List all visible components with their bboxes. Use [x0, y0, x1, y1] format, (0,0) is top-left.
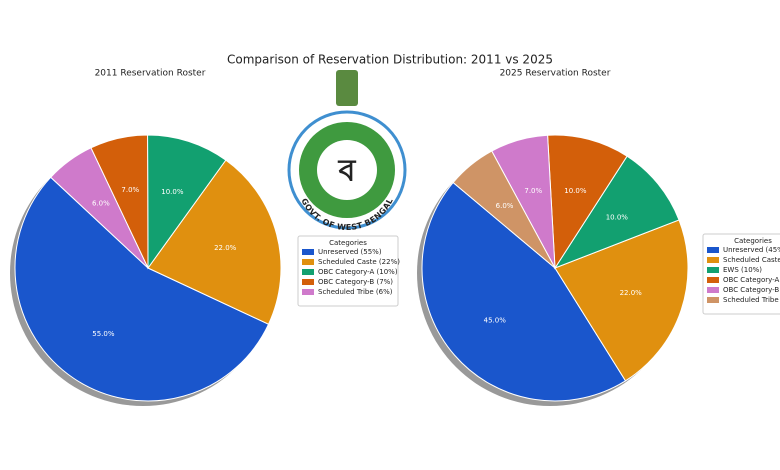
legend-label: Scheduled Tribe ( [723, 296, 780, 304]
legend-swatch [302, 269, 314, 275]
chart-title: Comparison of Reservation Distribution: … [227, 53, 553, 67]
legend-label: Scheduled Caste (22%) [318, 258, 400, 266]
pie-slice [553, 155, 680, 270]
slice-label: 22.0% [214, 244, 237, 252]
legend-label: OBC Category-A [723, 276, 780, 284]
emblem-pillar [336, 70, 358, 106]
emblem-mark: ব [338, 154, 357, 189]
pie-slice [50, 147, 149, 269]
slice-label: 7.0% [524, 187, 542, 195]
legend-swatch [302, 289, 314, 295]
legend-label: OBC Category-B [723, 286, 779, 294]
pie-slice [421, 181, 627, 402]
legend-label: Unreserved (45%) [723, 246, 780, 254]
legend-box [702, 233, 780, 315]
legend-swatch [302, 249, 314, 255]
slice-label: 10.0% [161, 188, 184, 196]
pie-slice [554, 219, 689, 382]
legend-swatch [302, 279, 314, 285]
pie-title: 2025 Reservation Roster [500, 69, 611, 79]
slice-label: 6.0% [496, 202, 514, 210]
legend-label: Unreserved (55%) [318, 248, 382, 256]
pie-slice [147, 159, 282, 325]
legend-title: Categories [329, 239, 367, 247]
legend-box [297, 235, 399, 307]
legend-title: Categories [734, 237, 772, 245]
legend-swatch [707, 247, 719, 253]
pie-slice [452, 150, 556, 269]
pie-slice [547, 134, 628, 270]
pie-slice [14, 176, 270, 402]
legend-label: OBC Category-B (7%) [318, 278, 393, 286]
legend-swatch [302, 259, 314, 265]
pie-slice [147, 134, 227, 270]
legend-label: EWS (10%) [723, 266, 762, 274]
slice-label: 22.0% [620, 289, 643, 297]
legend-swatch [707, 287, 719, 293]
legend-swatch [707, 267, 719, 273]
legend-label: OBC Category-A (10%) [318, 268, 398, 276]
slice-label: 10.0% [606, 214, 629, 222]
legend-swatch [707, 257, 719, 263]
legend-swatch [707, 297, 719, 303]
legend-label: Scheduled Caste [723, 256, 780, 264]
slice-label: 7.0% [121, 186, 139, 194]
emblem: ব GOVT. OF WEST BENGAL [287, 70, 407, 232]
slice-label: 45.0% [484, 316, 507, 324]
pie-title: 2011 Reservation Roster [95, 69, 206, 79]
legend-label: Scheduled Tribe (6%) [318, 288, 393, 296]
slice-label: 10.0% [564, 187, 587, 195]
slice-label: 55.0% [92, 330, 115, 338]
slice-label: 6.0% [92, 200, 110, 208]
emblem-core [317, 140, 377, 200]
legend-swatch [707, 277, 719, 283]
